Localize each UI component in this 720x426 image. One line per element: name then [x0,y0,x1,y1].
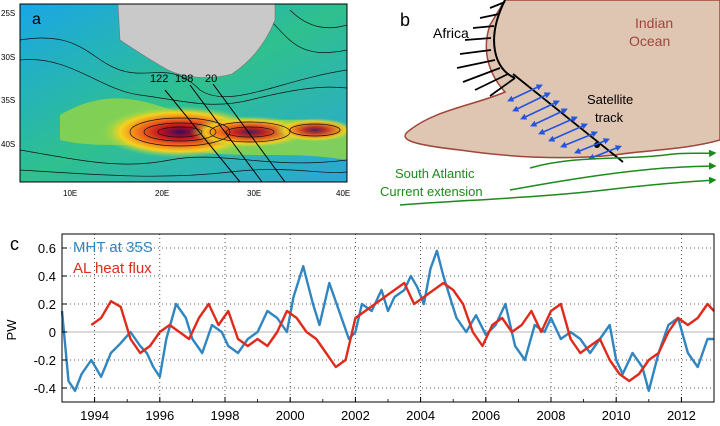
y-tick-label: 0.4 [38,269,56,284]
x-tick-label: 2002 [341,408,370,423]
lon-tick-30e: 30E [247,189,261,198]
current-arrow-1 [529,149,717,169]
y-tick-label: -0.4 [34,381,56,396]
track-label-20: 20 [205,73,217,85]
map-land-africa [117,4,276,78]
chart-series [60,249,715,393]
y-axis-label: PW [4,319,19,341]
lon-tick-40e: 40E [336,189,350,198]
legend-al-heat-flux: AL heat flux [73,260,152,277]
series-line-al-heat-flux [90,281,715,383]
indian-ocean-area [404,0,720,159]
panel-b-schematic: b Africa Indian Ocean Satellite track So… [380,0,720,206]
panel-c-label: c [10,234,19,254]
track-label-198: 198 [175,73,193,85]
africa-coastline [493,0,516,79]
lat-tick-25s: 25S [1,9,15,18]
satellite-track-label-1: Satellite [587,92,633,107]
indian-ocean-label-1: Indian [635,15,673,31]
current-arrow-2 [509,162,717,191]
satellite-track-label-2: track [595,110,624,125]
lat-tick-30s: 30S [1,53,15,62]
lon-tick-10e: 10E [63,189,77,198]
chart-grid [62,234,714,402]
y-tick-label: 0.6 [38,241,56,256]
x-tick-label: 2010 [602,408,631,423]
current-arrow-3 [399,176,717,206]
lat-tick-35s: 35S [1,96,15,105]
x-tick-label: 1998 [211,408,240,423]
map-satellite-tracks [164,83,286,182]
x-tick-label: 2006 [471,408,500,423]
indian-ocean-label-2: Ocean [629,33,670,49]
panel-a-map: a 122 198 20 25S 30S 35S 40S 10E 20E 30E… [1,3,350,198]
lon-tick-20e: 20E [155,189,169,198]
map-frame [19,3,348,183]
legend-mht: MHT at 35S [73,239,153,256]
x-tick-label: 1994 [80,408,109,423]
y-tick-label: -0.2 [34,353,56,368]
x-tick-label: 2012 [667,408,696,423]
y-tick-label: 0.2 [38,297,56,312]
current-label-1: South Atlantic [395,166,475,181]
series-line-mht [60,249,714,393]
panel-b-label: b [400,10,410,30]
panel-a-label: a [32,11,41,28]
lat-tick-40s: 40S [1,140,15,149]
track-label-122: 122 [150,73,168,85]
africa-hatching [456,1,516,97]
map-contours [20,9,347,177]
y-tick-label: 0 [49,325,56,340]
velocity-arrows [507,84,622,160]
x-tick-label: 2004 [406,408,435,423]
x-tick-label: 1996 [145,408,174,423]
current-label-2: Current extension [380,184,483,199]
x-tick-label: 2008 [537,408,566,423]
x-tick-label: 2000 [276,408,305,423]
chart-ticks: 1994 1996 1998 2000 2002 2004 2006 2008 2010 2012… [34,241,715,423]
africa-label: Africa [433,25,469,41]
panel-c-timeseries-chart: 1994 1996 1998 2000 2002 2004 2006 2008 2010 2012… [4,233,715,423]
